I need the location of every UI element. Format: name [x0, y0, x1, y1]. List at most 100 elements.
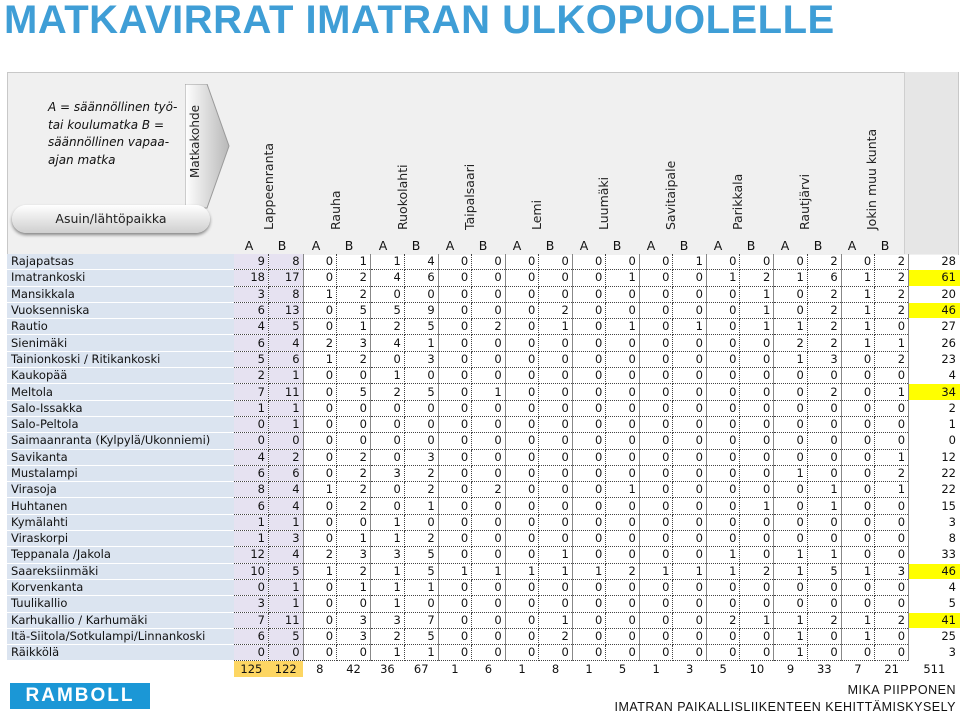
table-cell: 0: [303, 595, 338, 613]
table-cell: 1: [572, 563, 607, 580]
table-cell: 1: [538, 318, 573, 336]
table-cell: 5: [807, 563, 842, 580]
column-b-label: B: [746, 238, 756, 253]
table-cell: 0: [370, 449, 405, 466]
table-cell: 0: [739, 254, 775, 271]
table-cell: 0: [471, 432, 506, 450]
table-cell: 0: [572, 530, 607, 548]
table-cell: 0: [773, 254, 808, 271]
table-cell: 2: [404, 530, 439, 548]
table-cell: 2: [370, 628, 405, 646]
table-cell: 0: [505, 530, 540, 548]
table-cell: 0: [438, 644, 473, 662]
table-cell: 1: [370, 644, 405, 662]
table-cell: 1: [336, 254, 371, 271]
column-a-label: A: [244, 238, 254, 253]
table-cell: 0: [739, 449, 775, 466]
table-cell: 7: [404, 612, 439, 629]
table-cell: 0: [773, 367, 808, 385]
table-row: Salo-Issakka 1 1 0 0 0 0 0 0 0 0 0 0 0 0 0 0 0 0 0 0 2: [7, 400, 960, 417]
table-cell: 0: [807, 595, 842, 613]
table-cell: 0: [538, 367, 573, 385]
row-total: 46: [908, 302, 960, 320]
table-cell: 0: [605, 530, 640, 548]
table-cell: 2: [773, 334, 808, 352]
footer-author: MIKA PIIPPONEN: [847, 683, 956, 697]
table-cell: 1: [807, 546, 842, 564]
table-cell: 0: [336, 416, 371, 434]
table-cell: 0: [336, 514, 371, 532]
table-row: Vuoksenniska 6 13 0 5 5 9 0 0 0 2 0 0 0 0 0 1 0 2 1 2 46: [7, 302, 960, 320]
row-origin-name: Virasoja: [7, 481, 235, 499]
table-cell: 0: [639, 530, 674, 548]
table-cell: 1: [538, 563, 573, 580]
table-cell: 0: [303, 400, 338, 417]
table-cell: 0: [672, 432, 707, 450]
column-total: 33: [816, 661, 832, 676]
table-cell: 2: [268, 449, 304, 466]
table-cell: 0: [370, 351, 405, 369]
table-cell: 0: [639, 302, 674, 320]
logo-text: RAMBOLL: [25, 685, 135, 706]
table-cell: 0: [268, 644, 304, 662]
table-cell: 0: [773, 416, 808, 434]
table-cell: 1: [303, 351, 338, 369]
table-cell: 0: [773, 481, 808, 499]
table-cell: 3: [234, 595, 269, 613]
table-cell: 2: [234, 367, 269, 385]
table-cell: 0: [807, 367, 842, 385]
table-cell: 0: [739, 644, 775, 662]
row-total: 8: [908, 530, 960, 548]
table-cell: 0: [438, 465, 473, 483]
table-cell: 0: [303, 465, 338, 483]
table-cell: 0: [739, 595, 775, 613]
table-cell: 0: [672, 514, 707, 532]
table-cell: 6: [234, 628, 269, 646]
table-cell: 1: [538, 612, 573, 629]
table-cell: 0: [471, 334, 506, 352]
table-cell: 9: [404, 302, 439, 320]
table-cell: 0: [639, 465, 674, 483]
table-cell: 18: [234, 269, 269, 287]
table-cell: 3: [370, 546, 405, 564]
table-cell: 2: [807, 612, 842, 629]
column-total: 36: [380, 661, 395, 676]
table-cell: 1: [841, 269, 876, 287]
column-total: 21: [884, 661, 899, 676]
table-cell: 0: [807, 514, 842, 532]
table-cell: 0: [505, 497, 540, 515]
column-b-label: B: [545, 238, 555, 253]
table-cell: 7: [234, 612, 269, 629]
table-cell: 6: [234, 334, 269, 352]
table-cell: 0: [706, 449, 741, 466]
table-cell: 0: [639, 628, 674, 646]
table-cell: 2: [739, 563, 775, 580]
column-total: 125: [234, 660, 269, 677]
grand-total: 511: [923, 661, 946, 676]
table-cell: 0: [605, 595, 640, 613]
table-cell: 1: [303, 481, 338, 499]
row-total: 3: [908, 514, 960, 532]
row-origin-name: Imatrankoski: [7, 269, 235, 287]
table-cell: 0: [572, 465, 607, 483]
table-cell: 1: [807, 497, 842, 515]
column-a-label: A: [512, 238, 522, 253]
table-cell: 1: [370, 579, 405, 597]
table-row: Tainionkoski / Ritikankoski 5 6 1 2 0 3 0 0 0 0 0 0 0…: [7, 351, 960, 369]
table-cell: 0: [841, 530, 876, 548]
table-cell: 0: [672, 546, 707, 564]
column-a-label: A: [445, 238, 455, 253]
row-origin-name: Itä-Siitola/Sotkulampi/Linnankoski: [7, 628, 235, 646]
table-cell: 3: [336, 628, 371, 646]
table-cell: 2: [807, 318, 842, 336]
table-cell: 7: [234, 383, 269, 401]
table-cell: 0: [739, 367, 775, 385]
column-header-luumäki: Luumäki: [596, 176, 611, 230]
table-cell: 4: [268, 481, 304, 499]
table-cell: 0: [605, 628, 640, 646]
ramboll-logo: RAMBOLL: [10, 683, 150, 709]
table-row: Korvenkanta 0 1 0 1 1 1 0 0 0 0 0 0 0 0 0 0 0 0 0 0 4: [7, 579, 960, 597]
table-cell: 0: [841, 481, 876, 499]
row-origin-name: Rautio: [7, 318, 235, 336]
table-cell: 0: [841, 546, 876, 564]
